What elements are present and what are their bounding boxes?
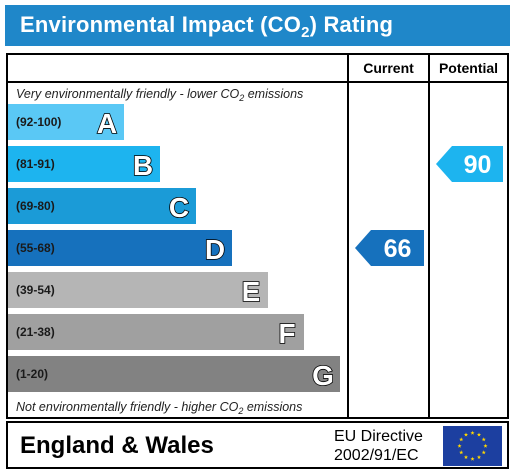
star-icon (463, 455, 469, 460)
band-letter-text: G (312, 360, 334, 389)
band-range-label: (92-100) (16, 115, 62, 129)
band-range-label: (69-80) (16, 199, 55, 213)
band-range-label: (81-91) (16, 157, 55, 171)
footer: England & Wales EU Directive 2002/91/EC (6, 421, 509, 469)
potential-marker-value: 90 (464, 151, 492, 179)
band-range-label: (1-20) (16, 367, 49, 381)
band-letter-text: C (169, 192, 189, 221)
directive-line-1: EU Directive (334, 428, 423, 445)
region-label: England & Wales (20, 432, 214, 459)
rating-band-g: (1-20) G (8, 356, 340, 392)
star-icon (470, 430, 475, 435)
band-letter: D (204, 233, 226, 263)
band-letter: F (278, 317, 297, 347)
band-letter: B (132, 149, 154, 179)
current-rating-marker: 66 (355, 230, 424, 266)
star-icon (470, 456, 475, 461)
band-letter-text: D (205, 234, 225, 263)
band-range-label: (21-38) (16, 325, 55, 339)
star-icon (476, 432, 482, 437)
star-icon (476, 455, 482, 460)
header-divider (8, 81, 507, 83)
star-icon (481, 437, 486, 442)
star-icon (459, 437, 464, 442)
band-range-label: (39-54) (16, 283, 55, 297)
band-letter: A (96, 107, 118, 137)
band-letter-text: A (97, 108, 117, 137)
star-icon (481, 450, 486, 455)
bottom-note: Not environmentally friendly - higher CO… (16, 400, 303, 416)
potential-column-header: Potential (438, 60, 499, 76)
eu-flag-icon (443, 426, 502, 466)
band-letter: G (311, 359, 334, 389)
rating-band-c: (69-80) C (8, 188, 196, 224)
page-title: Environmental Impact (CO2) Rating (20, 12, 394, 41)
rating-band-f: (21-38) F (8, 314, 304, 350)
star-icon (483, 443, 488, 448)
top-note: Very environmentally friendly - lower CO… (16, 87, 304, 103)
potential-rating-marker: 90 (436, 146, 503, 182)
rating-band-b: (81-91) B (8, 146, 160, 182)
star-icon (463, 432, 469, 437)
column-divider (347, 55, 349, 417)
column-divider (428, 55, 430, 417)
rating-band-d: (55-68) D (8, 230, 232, 266)
directive-label: EU Directive 2002/91/EC (334, 427, 423, 465)
band-range-label: (55-68) (16, 241, 55, 255)
rating-chart: Current Potential Very environmentally f… (6, 53, 509, 419)
current-column-header: Current (363, 60, 414, 76)
current-marker-shape (355, 230, 424, 266)
potential-marker-shape (436, 146, 503, 182)
star-icon (459, 450, 464, 455)
title-bar: Environmental Impact (CO2) Rating (5, 5, 510, 46)
star-icon (457, 443, 462, 448)
band-letter-text: B (133, 150, 153, 179)
rating-band-e: (39-54) E (8, 272, 268, 308)
band-letter: E (241, 275, 261, 305)
band-letter-text: E (242, 276, 261, 305)
band-letter-text: F (278, 318, 295, 347)
band-letter: C (168, 191, 190, 221)
directive-line-2: 2002/91/EC (334, 447, 419, 464)
current-marker-value: 66 (384, 235, 412, 263)
rating-band-a: (92-100) A (8, 104, 124, 140)
